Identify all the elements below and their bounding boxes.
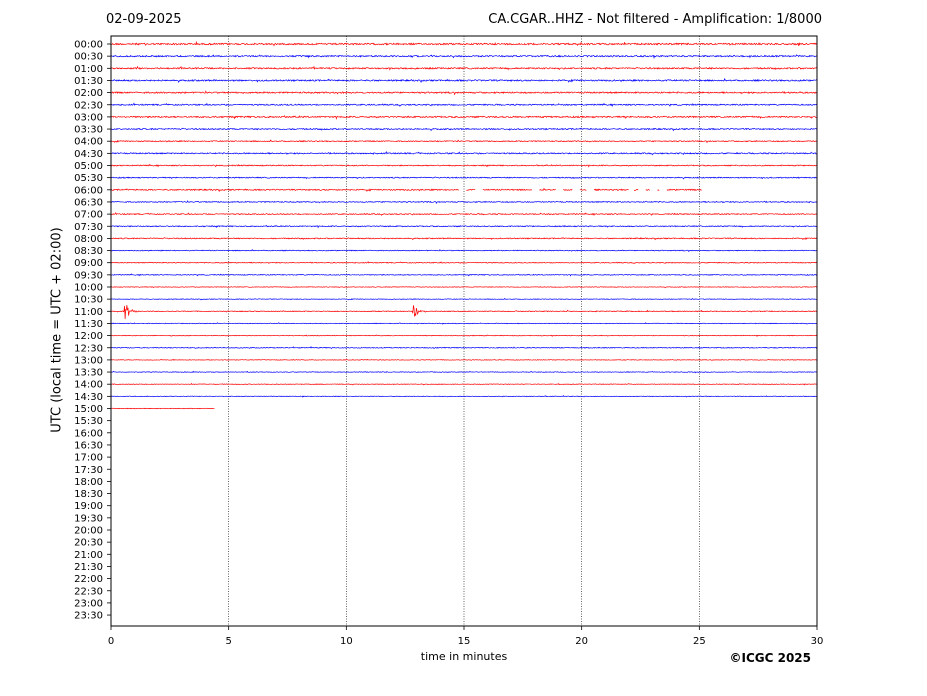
trace-line (110, 395, 818, 398)
trace-line (110, 77, 818, 84)
chart-date: 02-09-2025 (106, 12, 182, 27)
x-tick-label: 25 (693, 636, 706, 647)
y-tick-label: 08:30 (74, 246, 103, 257)
trace-line (110, 40, 818, 47)
y-tick-label: 18:00 (74, 477, 103, 488)
y-tick-label: 03:00 (74, 112, 103, 123)
trace-line (110, 127, 818, 132)
trace-line (110, 200, 818, 204)
y-tick-label: 23:30 (74, 611, 103, 622)
y-tick-label: 02:30 (74, 100, 103, 111)
y-tick-label: 18:30 (74, 489, 103, 500)
trace-line (110, 115, 818, 120)
x-tick-label: 20 (575, 636, 588, 647)
copyright-notice: ©ICGC 2025 (729, 651, 811, 665)
trace-line (110, 187, 702, 192)
y-tick-label: 15:30 (74, 416, 103, 427)
y-tick-label: 11:30 (74, 319, 103, 330)
y-tick-label: 01:00 (74, 64, 103, 75)
trace-line (110, 65, 818, 71)
trace-line (110, 249, 818, 253)
trace-line (110, 261, 818, 265)
y-tick-label: 01:30 (74, 76, 103, 87)
x-tick-label: 10 (340, 636, 353, 647)
trace-line (110, 151, 818, 156)
y-tick-label: 21:00 (74, 550, 103, 561)
trace-line (110, 297, 818, 301)
trace-line (110, 90, 818, 96)
y-tick-label: 23:00 (74, 598, 103, 609)
y-tick-label: 19:00 (74, 501, 103, 512)
trace-line (110, 237, 818, 241)
x-tick-label: 0 (108, 636, 114, 647)
y-tick-label: 05:00 (74, 161, 103, 172)
trace-line (110, 139, 818, 144)
y-tick-label: 00:30 (74, 52, 103, 63)
y-tick-label: 06:00 (74, 185, 103, 196)
y-tick-label: 06:30 (74, 197, 103, 208)
trace-line (110, 212, 818, 216)
trace-line (110, 322, 817, 325)
x-tick-label: 15 (458, 636, 471, 647)
trace-line (110, 102, 818, 107)
y-tick-label: 17:00 (74, 453, 103, 464)
trace-line (110, 407, 215, 410)
y-tick-label: 11:00 (74, 307, 103, 318)
y-tick-label: 00:00 (74, 40, 103, 51)
y-tick-label: 16:00 (74, 428, 103, 439)
y-tick-label: 20:30 (74, 538, 103, 549)
y-tick-label: 14:00 (74, 380, 103, 391)
trace-line (110, 358, 818, 361)
y-tick-label: 13:00 (74, 355, 103, 366)
y-tick-label: 07:00 (74, 210, 103, 221)
y-tick-label: 17:30 (74, 465, 103, 476)
y-tick-label: 12:30 (74, 343, 103, 354)
y-tick-label: 10:30 (74, 295, 103, 306)
y-tick-label: 22:00 (74, 574, 103, 585)
grid-lines (228, 36, 700, 626)
y-tick-label: 08:00 (74, 234, 103, 245)
y-tick-label: 19:30 (74, 513, 103, 524)
y-tick-label: 02:00 (74, 88, 103, 99)
trace-series (110, 40, 818, 410)
trace-line (110, 286, 818, 289)
trace-line (110, 54, 818, 59)
x-tick-label: 30 (811, 636, 824, 647)
trace-line (110, 370, 818, 374)
trace-line (110, 224, 818, 229)
trace-line (110, 346, 818, 350)
y-tick-label: 09:30 (74, 270, 103, 281)
y-tick-label: 05:30 (74, 173, 103, 184)
y-tick-label: 03:30 (74, 125, 103, 136)
x-axis-label: time in minutes (420, 650, 508, 663)
y-axis-label: UTC (local time = UTC + 02:00) (49, 227, 65, 433)
x-tick-label: 5 (225, 636, 231, 647)
y-tick-label: 13:30 (74, 368, 103, 379)
y-tick-label: 12:00 (74, 331, 103, 342)
y-tick-label: 20:00 (74, 526, 103, 537)
y-tick-label: 16:30 (74, 440, 103, 451)
trace-line (110, 163, 818, 168)
y-tick-label: 07:30 (74, 222, 103, 233)
y-tick-label: 04:00 (74, 137, 103, 148)
y-tick-label: 22:30 (74, 586, 103, 597)
chart-title: CA.CGAR..HHZ - Not filtered - Amplificat… (488, 12, 822, 27)
trace-line (110, 382, 818, 386)
y-tick-label: 15:00 (74, 404, 103, 415)
y-tick-label: 09:00 (74, 258, 103, 269)
y-tick-label: 10:00 (74, 283, 103, 294)
trace-line (110, 273, 818, 277)
trace-line (110, 305, 818, 320)
trace-line (110, 176, 818, 180)
x-tick-labels: 0 5 10 15 20 25 30 (108, 626, 824, 647)
y-tick-label: 14:30 (74, 392, 103, 403)
trace-line (110, 334, 818, 337)
y-tick-label: 21:30 (74, 562, 103, 573)
y-tick-label: 04:30 (74, 149, 103, 160)
